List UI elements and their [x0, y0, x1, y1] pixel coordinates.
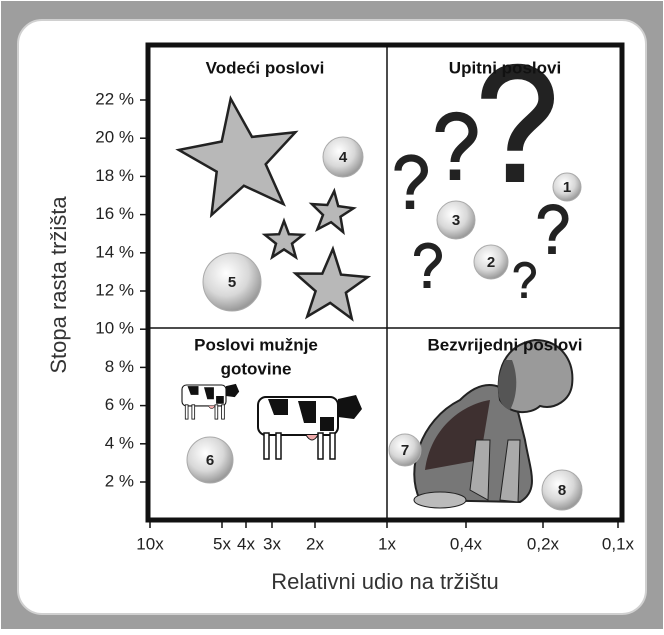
- cow-leg: [215, 405, 218, 419]
- quadrant-label: Bezvrijedni poslovi: [428, 335, 583, 354]
- y-axis-label: Stopa rasta tržišta: [46, 196, 71, 374]
- x-tick-label: 10x: [136, 534, 164, 553]
- cow-leg: [330, 433, 335, 459]
- y-tick-label: 6 %: [105, 395, 134, 414]
- y-tick-label: 22 %: [95, 89, 134, 108]
- quadrant-label: gotovine: [221, 359, 292, 378]
- x-axis-label: Relativni udio na tržištu: [271, 569, 498, 594]
- x-tick-label: 3x: [263, 534, 281, 553]
- y-tick-label: 8 %: [105, 357, 134, 376]
- y-tick-label: 16 %: [95, 204, 134, 223]
- cow-leg: [192, 405, 195, 419]
- x-tick-label: 0,2x: [527, 534, 560, 553]
- bcg-matrix: Stopa rasta tržišta Relativni udio na tr…: [0, 0, 664, 630]
- business-number: 3: [452, 212, 460, 229]
- x-tick-label: 5x: [213, 534, 231, 553]
- cow-leg: [264, 433, 269, 459]
- y-tick-label: 18 %: [95, 166, 134, 185]
- business-number: 8: [558, 482, 566, 499]
- question-dot: [506, 164, 524, 182]
- y-tick-label: 12 %: [95, 280, 134, 299]
- business-number: 6: [206, 452, 214, 469]
- dog-paw: [414, 492, 466, 508]
- y-tick-label: 4 %: [105, 433, 134, 452]
- y-tick-label: 20 %: [95, 128, 134, 147]
- x-tick-label: 4x: [237, 534, 255, 553]
- y-tick-label: 10 %: [95, 319, 134, 338]
- quadrant-label: Vodeći poslovi: [206, 58, 325, 77]
- question-dot: [450, 170, 461, 181]
- y-tick-label: 14 %: [95, 242, 134, 261]
- x-tick-label: 1x: [378, 534, 396, 553]
- question-dot: [424, 281, 431, 288]
- quadrant-label: Upitni poslovi: [449, 58, 561, 77]
- question-dot: [548, 246, 556, 254]
- question-dot: [406, 201, 414, 209]
- business-number: 4: [339, 149, 348, 166]
- cow-leg: [185, 405, 188, 419]
- x-tick-label: 2x: [306, 534, 324, 553]
- x-tick-label: 0,4x: [450, 534, 483, 553]
- y-tick-label: 2 %: [105, 471, 134, 490]
- business-number: 7: [401, 442, 409, 459]
- question-dot: [521, 292, 527, 298]
- quadrant-label: Poslovi mužnje: [194, 335, 318, 354]
- business-number: 1: [563, 179, 571, 196]
- cow-leg: [276, 433, 281, 459]
- business-number: 5: [228, 274, 236, 291]
- cow-leg: [318, 433, 323, 459]
- business-number: 2: [487, 254, 495, 271]
- x-tick-label: 0,1x: [602, 534, 635, 553]
- cow-leg: [222, 405, 225, 419]
